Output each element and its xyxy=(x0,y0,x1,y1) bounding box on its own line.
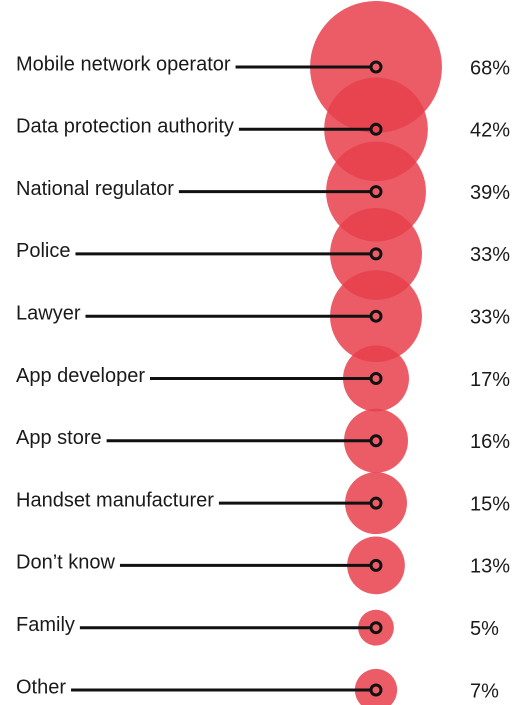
category-label: Don’t know xyxy=(16,552,115,574)
category-label: Police xyxy=(16,240,70,262)
category-label: National regulator xyxy=(16,178,174,200)
leader-dot xyxy=(369,247,383,261)
value-label: 42% xyxy=(470,120,510,142)
value-label: 13% xyxy=(470,556,510,578)
leader-dot xyxy=(369,683,383,697)
leader-dot xyxy=(369,496,383,510)
category-label: Other xyxy=(16,676,66,698)
leader-dot xyxy=(369,558,383,572)
value-label: 16% xyxy=(470,431,510,453)
category-label: Mobile network operator xyxy=(16,53,231,75)
leader-dot xyxy=(369,372,383,385)
value-label: 7% xyxy=(470,680,499,702)
bubble xyxy=(343,345,409,412)
leader-dot xyxy=(369,122,383,136)
value-label: 39% xyxy=(470,182,510,204)
category-label: Lawyer xyxy=(16,302,81,324)
bubble xyxy=(358,609,394,646)
bubble xyxy=(354,668,398,705)
labels: Mobile network operator 68% Data protectio… xyxy=(16,53,510,702)
value-label: 17% xyxy=(470,369,510,391)
leader-dot xyxy=(369,60,383,74)
value-label: 15% xyxy=(470,493,510,515)
bubbles xyxy=(310,1,442,705)
bubble xyxy=(345,472,407,535)
bubble xyxy=(344,408,408,473)
leader-dot xyxy=(369,309,383,323)
category-label: Data protection authority xyxy=(16,116,234,138)
value-label: 33% xyxy=(470,306,510,328)
bubble xyxy=(347,536,405,595)
category-label: Handset manufacturer xyxy=(16,489,214,511)
category-label: App store xyxy=(16,427,102,449)
value-label: 68% xyxy=(470,57,510,79)
value-label: 5% xyxy=(470,618,499,640)
leader-dot xyxy=(369,185,383,199)
category-label: App developer xyxy=(16,365,145,387)
leader-dot xyxy=(369,434,383,448)
bubble xyxy=(330,270,422,363)
value-label: 33% xyxy=(470,244,510,266)
category-label: Family xyxy=(16,614,75,636)
leader-dot xyxy=(369,621,383,635)
